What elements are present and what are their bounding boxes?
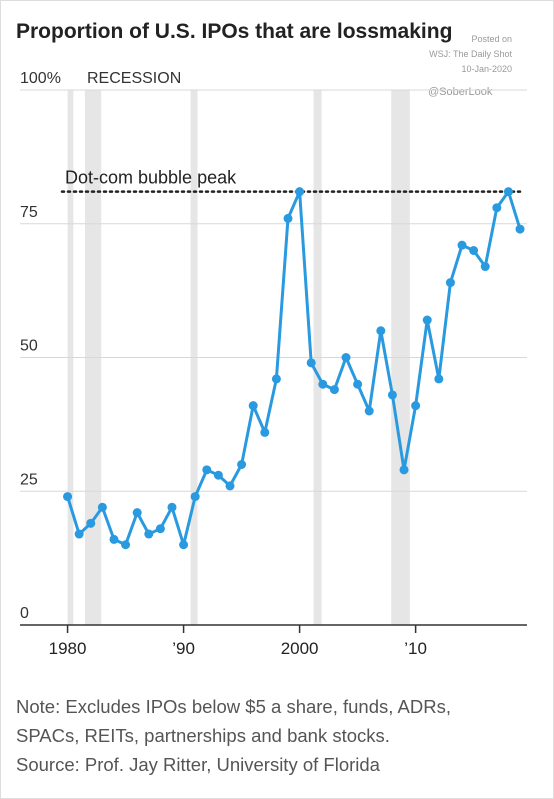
data-point [515,224,525,234]
data-point [213,470,223,480]
y-tick-label: 75 [20,204,38,221]
note: Note: Excludes IPOs below $5 a share, fu… [16,696,451,717]
watermark: WSJ: The Daily Shot [429,49,512,59]
data-point [364,406,374,416]
x-tick-label: ’10 [404,639,427,658]
data-point [318,379,328,389]
data-point [144,529,154,539]
data-point [132,508,142,518]
data-point [503,187,513,197]
data-point [155,524,165,534]
data-point [109,534,119,544]
watermark: 10-Jan-2020 [461,64,512,74]
data-point [74,529,84,539]
data-point [97,502,107,512]
data-point [283,213,293,223]
data-point [271,374,281,384]
y-tick-label: 100% [20,70,61,87]
x-tick-label: 1980 [49,639,87,658]
data-point [248,401,258,411]
data-point [63,492,73,502]
x-tick-label: 2000 [281,639,319,658]
data-point [457,240,467,250]
data-point [376,326,386,336]
data-point [179,540,189,550]
data-point [190,492,200,502]
data-point [434,374,444,384]
data-point [492,203,502,213]
series-line [66,190,522,547]
peak-label: Dot-com bubble peak [65,168,237,188]
data-point [202,465,212,475]
y-tick-label: 25 [20,471,38,488]
x-tick-label: ’90 [172,639,195,658]
data-point [225,481,235,491]
data-point [306,358,316,368]
data-point [237,460,247,469]
data-point [121,540,131,550]
note: SPACs, REITs, partnerships and bank stoc… [16,725,390,746]
watermark: Posted on [471,34,512,44]
watermark: @SoberLook [428,86,493,98]
data-point [399,465,409,475]
data-point [480,262,490,272]
chart-title: Proportion of U.S. IPOs that are lossmak… [16,20,452,43]
recession-label: RECESSION [87,70,181,87]
data-point [445,278,455,288]
data-point [387,390,397,400]
y-tick-label: 0 [20,605,29,622]
data-point [86,518,96,528]
y-tick-label: 50 [20,338,38,355]
data-point [411,401,421,411]
data-point [260,427,270,437]
data-point [341,353,351,362]
data-point [353,379,363,389]
data-point [329,385,339,395]
data-point [422,315,432,325]
data-point [469,246,479,255]
data-point [295,187,305,197]
data-point [167,502,177,512]
note: Source: Prof. Jay Ritter, University of … [16,754,381,775]
